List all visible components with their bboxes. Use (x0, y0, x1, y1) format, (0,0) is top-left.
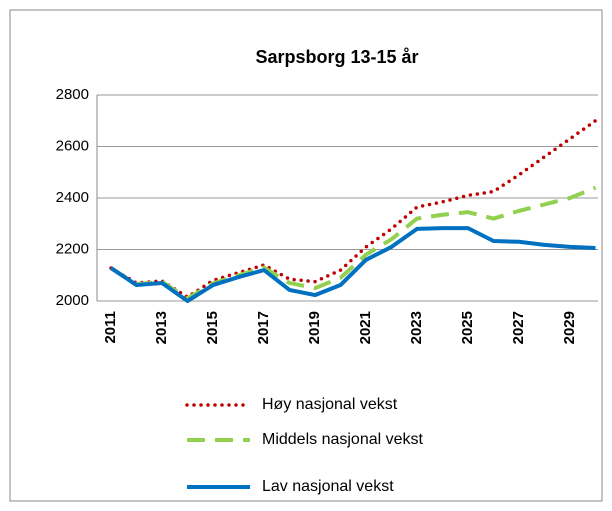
x-tick-label: 2025 (459, 311, 476, 344)
legend-label: Middels nasjonal vekst (262, 431, 424, 448)
series-line (109, 185, 597, 301)
y-tick-label: 2600 (56, 137, 89, 154)
x-tick-label: 2011 (102, 311, 119, 344)
x-tick-label: 2015 (204, 311, 221, 344)
x-tick-label: 2027 (510, 311, 527, 344)
y-tick-label: 2400 (56, 189, 89, 206)
series-line (109, 226, 596, 303)
x-tick-label: 2013 (153, 311, 170, 344)
y-tick-label: 2800 (56, 86, 89, 103)
y-tick-label: 2200 (56, 240, 89, 257)
x-tick-label: 2029 (561, 311, 578, 344)
legend-label: Høy nasjonal vekst (262, 396, 398, 413)
x-tick-label: 2019 (306, 311, 323, 344)
x-tick-label: 2021 (357, 311, 374, 344)
x-tick-label: 2017 (255, 311, 272, 344)
chart-title: Sarpsborg 13-15 år (255, 47, 418, 67)
y-tick-label: 2000 (56, 292, 89, 309)
legend-label: Lav nasjonal vekst (262, 478, 394, 495)
chart-border (9, 9, 603, 502)
x-tick-label: 2023 (408, 311, 425, 344)
